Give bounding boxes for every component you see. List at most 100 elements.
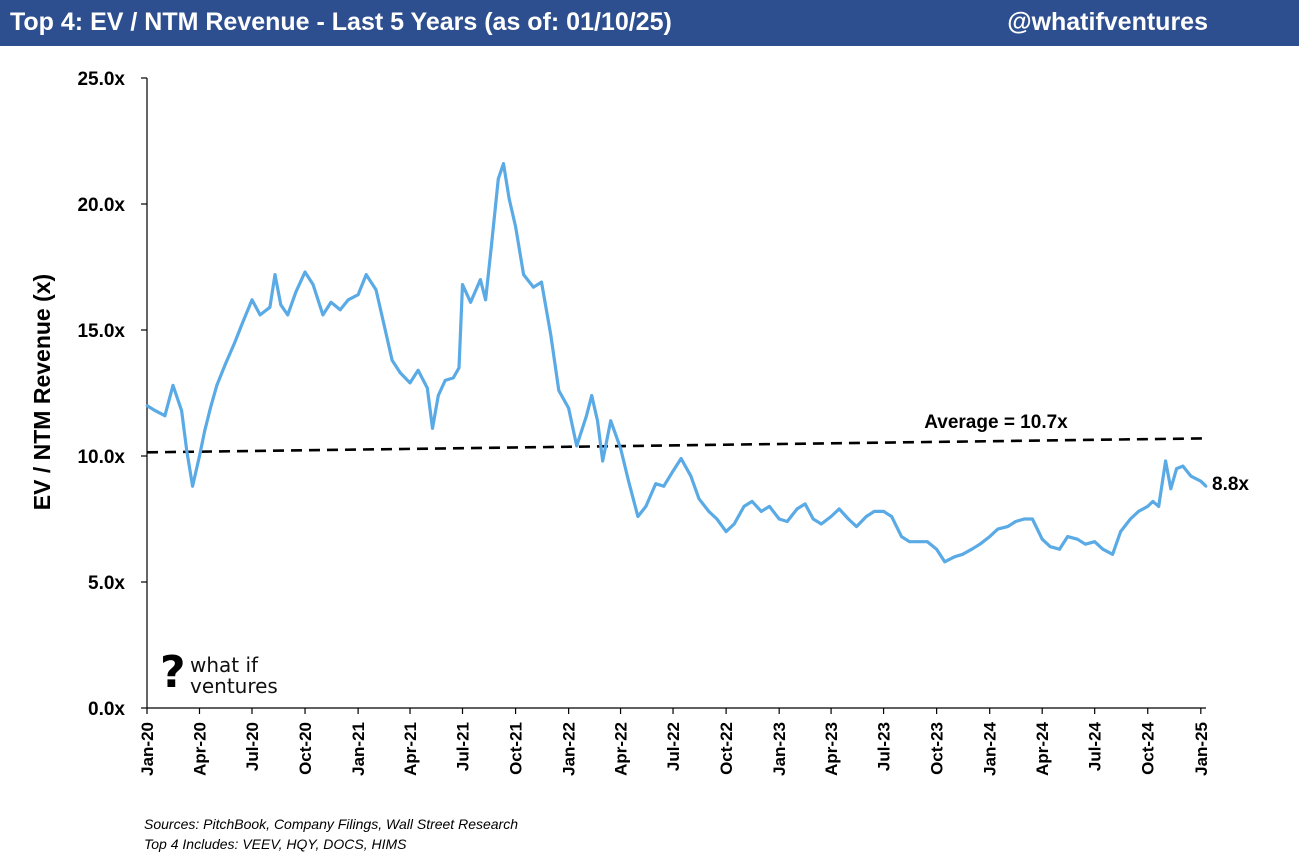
x-tick-label: Jan-21 bbox=[349, 722, 368, 776]
data-point bbox=[1146, 505, 1150, 508]
data-point bbox=[374, 288, 378, 292]
whatif-ventures-logo: ? what if ventures bbox=[160, 650, 300, 700]
data-point bbox=[241, 321, 245, 324]
x-tick-label: Jan-25 bbox=[1192, 722, 1211, 776]
x-tick-label: Apr-21 bbox=[401, 722, 420, 776]
data-point bbox=[540, 280, 543, 284]
data-point bbox=[203, 429, 207, 433]
data-point bbox=[742, 505, 746, 508]
data-point bbox=[679, 457, 683, 460]
data-point bbox=[286, 313, 290, 317]
data-point bbox=[1164, 459, 1168, 463]
data-point bbox=[644, 505, 648, 508]
data-point bbox=[961, 552, 964, 556]
data-point bbox=[882, 510, 885, 513]
data-point bbox=[356, 293, 360, 297]
data-point bbox=[1030, 517, 1034, 521]
data-point bbox=[1048, 545, 1052, 549]
x-tick-label: Oct-22 bbox=[717, 722, 736, 775]
data-point bbox=[1204, 484, 1208, 488]
data-point bbox=[163, 414, 167, 418]
data-point bbox=[549, 333, 553, 337]
chart-title: Top 4: EV / NTM Revenue - Last 5 Years (… bbox=[10, 8, 672, 36]
data-point bbox=[601, 459, 605, 463]
constituents-note: Top 4 Includes: VEEV, HQY, DOCS, HIMS bbox=[144, 836, 407, 852]
data-point bbox=[478, 278, 482, 281]
data-point bbox=[917, 540, 921, 544]
data-point bbox=[636, 515, 640, 518]
data-point bbox=[268, 305, 272, 309]
sources-note: Sources: PitchBook, Company Filings, Wal… bbox=[144, 816, 519, 832]
logo-wordmark: what if ventures bbox=[190, 655, 278, 697]
data-point bbox=[522, 273, 526, 276]
data-point bbox=[185, 449, 189, 453]
data-point bbox=[935, 547, 939, 551]
data-point bbox=[338, 308, 342, 312]
data-point bbox=[461, 283, 464, 287]
y-tick-label: 5.0x bbox=[88, 573, 125, 594]
data-point bbox=[532, 285, 535, 289]
data-point bbox=[707, 510, 711, 513]
data-point bbox=[1101, 547, 1105, 551]
data-point bbox=[1040, 537, 1044, 541]
data-point bbox=[926, 540, 929, 544]
x-tick-label: Apr-24 bbox=[1033, 721, 1052, 775]
last-value-label: 8.8x bbox=[1212, 474, 1249, 495]
y-tick-label: 25.0x bbox=[77, 69, 125, 90]
data-point bbox=[837, 507, 841, 511]
data-point bbox=[1014, 520, 1018, 523]
data-point bbox=[469, 300, 472, 304]
data-point bbox=[416, 368, 420, 372]
data-point bbox=[233, 341, 237, 344]
data-point bbox=[759, 510, 763, 513]
data-point bbox=[785, 520, 789, 523]
data-point bbox=[1151, 499, 1155, 503]
data-point bbox=[1119, 530, 1123, 533]
data-point bbox=[567, 406, 571, 410]
data-point bbox=[153, 409, 157, 413]
data-point bbox=[382, 323, 386, 327]
data-point bbox=[1157, 505, 1161, 508]
data-point bbox=[596, 419, 599, 423]
twitter-handle: @whatifventures bbox=[1007, 8, 1208, 36]
data-point bbox=[872, 510, 876, 513]
data-point bbox=[303, 270, 307, 274]
y-axis-title: EV / NTM Revenue (x) bbox=[29, 274, 55, 510]
data-point bbox=[273, 273, 277, 276]
data-point bbox=[294, 290, 298, 294]
x-tick-label: Jan-20 bbox=[138, 722, 157, 776]
x-tick-label: Jan-22 bbox=[560, 722, 579, 776]
data-point bbox=[575, 444, 579, 448]
data-point bbox=[811, 517, 815, 521]
data-point bbox=[715, 517, 719, 521]
data-point bbox=[557, 389, 561, 392]
title-bar: Top 4: EV / NTM Revenue - Last 5 Years (… bbox=[0, 0, 1299, 46]
data-point bbox=[431, 426, 434, 430]
data-point bbox=[819, 522, 823, 526]
data-point bbox=[171, 384, 175, 387]
average-line bbox=[146, 437, 1206, 454]
data-point bbox=[496, 177, 500, 181]
data-point bbox=[890, 515, 894, 518]
data-point bbox=[829, 515, 833, 518]
data-point bbox=[996, 527, 1000, 531]
data-point bbox=[585, 414, 588, 418]
data-point bbox=[443, 379, 447, 382]
data-point bbox=[507, 197, 511, 201]
data-point bbox=[191, 484, 194, 488]
data-point bbox=[250, 298, 254, 302]
logo-line-1: what if bbox=[190, 653, 259, 677]
data-point bbox=[145, 404, 149, 407]
data-point bbox=[1199, 479, 1203, 483]
data-point bbox=[1058, 547, 1061, 551]
data-point bbox=[619, 447, 622, 450]
data-point bbox=[502, 162, 505, 166]
data-point bbox=[855, 525, 858, 528]
data-point bbox=[732, 522, 736, 526]
data-point bbox=[180, 409, 184, 413]
x-tick-label: Jul-24 bbox=[1086, 721, 1105, 771]
data-point bbox=[514, 225, 517, 229]
data-point bbox=[697, 497, 701, 501]
x-tick-label: Apr-20 bbox=[190, 722, 209, 776]
